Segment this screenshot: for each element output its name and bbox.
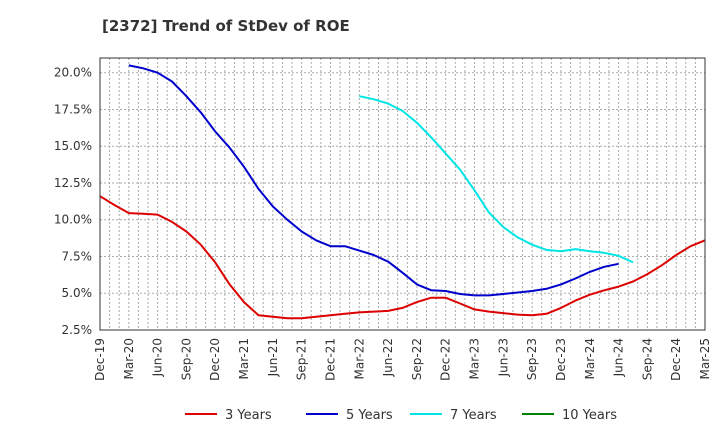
y-axis: 2.5% 5.0% 7.5% 10.0% 12.5% 15.0% 17.5% 20.0% [54, 66, 92, 337]
chart-title: [2372] Trend of StDev of ROE [102, 17, 350, 35]
x-tick-label: Dec-21 [323, 338, 337, 381]
x-tick-label: Jun-23 [496, 338, 510, 377]
x-tick-label: Jun-22 [381, 338, 395, 377]
x-tick-label: Mar-23 [468, 338, 482, 379]
x-tick-label: Jun-20 [151, 338, 165, 377]
x-tick-label: Sep-21 [295, 338, 309, 380]
x-tick-label: Sep-22 [410, 338, 424, 380]
legend-label: 10 Years [562, 408, 617, 423]
x-tick-label: Dec-24 [669, 338, 683, 381]
y-tick-label: 17.5% [54, 102, 92, 116]
x-tick-label: Mar-20 [122, 338, 136, 379]
x-tick-label: Mar-25 [698, 338, 712, 379]
x-tick-label: Dec-19 [93, 338, 107, 381]
y-tick-label: 20.0% [54, 66, 92, 80]
y-tick-label: 2.5% [62, 323, 93, 337]
x-tick-label: Mar-22 [352, 338, 366, 379]
series-line-3-years [99, 195, 706, 320]
legend: 3 Years 5 Years 7 Years 10 Years [185, 408, 617, 423]
legend-label: 3 Years [225, 408, 272, 423]
x-tick-label: Dec-22 [439, 338, 453, 381]
y-tick-label: 7.5% [62, 249, 93, 263]
legend-label: 7 Years [450, 408, 497, 423]
x-tick-label: Dec-23 [554, 338, 568, 381]
x-tick-label: Jun-24 [612, 338, 626, 377]
x-tick-label: Sep-23 [525, 338, 539, 380]
y-tick-label: 10.0% [54, 213, 92, 227]
legend-label: 5 Years [346, 408, 393, 423]
y-tick-label: 15.0% [54, 139, 92, 153]
x-axis: Dec-19 Mar-20 Jun-20 Sep-20 Dec-20 Mar-21 Jun-… [93, 338, 712, 381]
x-tick-label: Sep-24 [640, 338, 654, 380]
x-tick-label: Dec-20 [208, 338, 222, 381]
series-lines [99, 64, 706, 320]
plot-area [99, 57, 706, 331]
x-tick-label: Jun-21 [266, 338, 280, 377]
grid-lines [100, 58, 705, 331]
y-tick-label: 5.0% [62, 286, 93, 300]
x-tick-label: Mar-21 [237, 338, 251, 379]
series-line-5-years [128, 64, 619, 297]
x-tick-label: Mar-24 [583, 338, 597, 379]
x-tick-label: Sep-20 [179, 338, 193, 380]
series-line-7-years [359, 95, 634, 264]
y-tick-label: 12.5% [54, 176, 92, 190]
